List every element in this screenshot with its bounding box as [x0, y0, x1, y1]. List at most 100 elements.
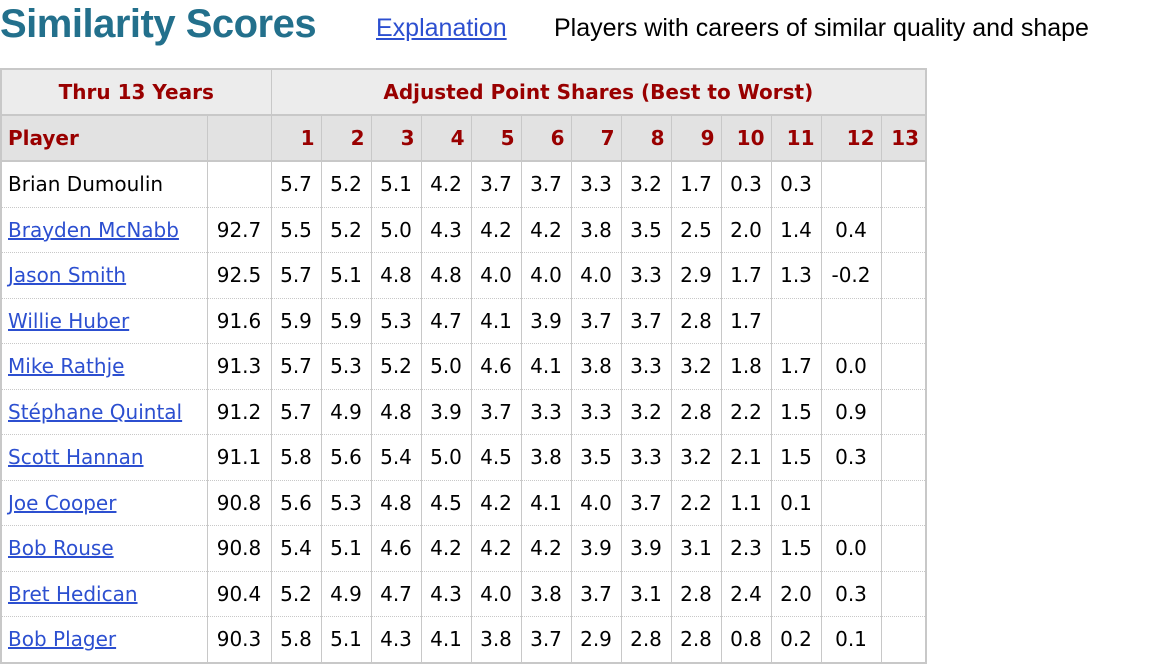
- player-cell: Joe Cooper: [0, 480, 208, 526]
- share-cell: 0.1: [820, 616, 882, 663]
- score-cell: 91.3: [206, 343, 272, 390]
- share-cell: 5.8: [270, 434, 322, 481]
- share-cell: 1.7: [670, 161, 722, 208]
- player-link[interactable]: Jason Smith: [8, 263, 127, 288]
- score-cell: [206, 161, 272, 208]
- column-header: 12: [820, 115, 882, 162]
- share-cell: 4.3: [420, 207, 472, 253]
- share-cell: 3.1: [620, 571, 672, 617]
- share-cell: 2.5: [670, 207, 722, 253]
- player-link[interactable]: Stéphane Quintal: [8, 399, 183, 424]
- column-header: 6: [520, 115, 572, 162]
- share-cell: [880, 480, 927, 526]
- share-cell: 3.7: [520, 161, 572, 208]
- share-cell: 3.1: [670, 525, 722, 572]
- share-cell: [880, 207, 927, 253]
- share-cell: 4.1: [520, 480, 572, 526]
- share-cell: 4.8: [420, 252, 472, 299]
- share-cell: 4.7: [370, 571, 422, 617]
- player-row: Bob Plager 90.3 5.8 5.1 4.3 4.1 3.8 3.7 2.9 2.8 2.…: [0, 616, 927, 663]
- player-link[interactable]: Mike Rathje: [8, 354, 125, 379]
- share-cell: 5.4: [370, 434, 422, 481]
- share-cell: 4.0: [570, 252, 622, 299]
- share-cell: 5.7: [270, 389, 322, 435]
- player-cell: Brian Dumoulin: [0, 161, 208, 208]
- player-link[interactable]: Bob Plager: [8, 627, 117, 652]
- share-cell: 3.3: [620, 434, 672, 481]
- share-cell: 4.0: [470, 252, 522, 299]
- share-cell: 5.2: [370, 343, 422, 390]
- section-description: Players with careers of similar quality …: [554, 14, 1089, 42]
- share-cell: 0.1: [770, 480, 822, 526]
- player-cell: Bob Rouse: [0, 525, 208, 572]
- score-cell: 91.2: [206, 389, 272, 435]
- share-cell: 1.7: [720, 252, 772, 299]
- group-header-row: Thru 13 Years Adjusted Point Shares (Bes…: [0, 69, 927, 116]
- player-link[interactable]: Joe Cooper: [8, 490, 117, 515]
- share-cell: [880, 434, 927, 481]
- player-cell: Stéphane Quintal: [0, 389, 208, 435]
- share-cell: 3.8: [470, 616, 522, 663]
- player-link[interactable]: Brayden McNabb: [8, 217, 179, 242]
- share-cell: 5.4: [270, 525, 322, 572]
- share-cell: 0.3: [770, 161, 822, 208]
- share-cell: 0.2: [770, 616, 822, 663]
- share-cell: 4.0: [470, 571, 522, 617]
- share-cell: 5.9: [270, 298, 322, 344]
- share-cell: 5.0: [420, 343, 472, 390]
- share-cell: 5.2: [270, 571, 322, 617]
- share-cell: 4.2: [420, 525, 472, 572]
- player-link[interactable]: Bret Hedican: [8, 581, 138, 606]
- share-cell: 5.3: [320, 480, 372, 526]
- column-header: 1: [270, 115, 322, 162]
- share-cell: 1.5: [770, 525, 822, 572]
- share-cell: 4.6: [370, 525, 422, 572]
- share-cell: 2.8: [670, 389, 722, 435]
- share-cell: 4.0: [520, 252, 572, 299]
- share-cell: 5.2: [320, 207, 372, 253]
- share-cell: 2.0: [720, 207, 772, 253]
- share-cell: 3.2: [620, 161, 672, 208]
- score-cell: 91.6: [206, 298, 272, 344]
- player-cell: Bob Plager: [0, 616, 208, 663]
- column-header: 13: [880, 115, 927, 162]
- share-cell: 1.7: [720, 298, 772, 344]
- player-row: Stéphane Quintal 91.2 5.7 4.9 4.8 3.9 3.7 3.3 3.…: [0, 389, 927, 435]
- share-cell: 0.9: [820, 389, 882, 435]
- column-header-row: Player 1 2 3 4 5 6 7 8 9 10 11 12 13: [0, 115, 927, 162]
- player-cell: Scott Hannan: [0, 434, 208, 481]
- score-cell: 92.5: [206, 252, 272, 299]
- column-header: 3: [370, 115, 422, 162]
- share-cell: 2.8: [670, 298, 722, 344]
- player-link[interactable]: Scott Hannan: [8, 445, 144, 470]
- player-link[interactable]: Bob Rouse: [8, 536, 114, 561]
- share-cell: 5.5: [270, 207, 322, 253]
- share-cell: [820, 480, 882, 526]
- explanation-link[interactable]: Explanation: [376, 14, 507, 42]
- share-cell: 5.0: [420, 434, 472, 481]
- share-cell: 3.8: [520, 571, 572, 617]
- share-cell: 2.8: [620, 616, 672, 663]
- share-cell: 5.6: [320, 434, 372, 481]
- share-cell: 4.6: [470, 343, 522, 390]
- player-row: Mike Rathje 91.3 5.7 5.3 5.2 5.0 4.6 4.1 3.8 3.3 3…: [0, 343, 927, 390]
- player-row: Jason Smith 92.5 5.7 5.1 4.8 4.8 4.0 4.0 4.0 3.3 2…: [0, 252, 927, 299]
- share-cell: 2.0: [770, 571, 822, 617]
- share-cell: 1.5: [770, 389, 822, 435]
- share-cell: 0.3: [820, 571, 882, 617]
- share-cell: [820, 161, 882, 208]
- share-cell: 3.3: [520, 389, 572, 435]
- share-cell: 3.5: [620, 207, 672, 253]
- column-header: 10: [720, 115, 772, 162]
- share-cell: 5.8: [270, 616, 322, 663]
- player-link[interactable]: Willie Huber: [8, 308, 130, 333]
- group-header: Adjusted Point Shares (Best to Worst): [270, 69, 927, 116]
- share-cell: 5.7: [270, 343, 322, 390]
- share-cell: 4.8: [370, 389, 422, 435]
- share-cell: 2.2: [720, 389, 772, 435]
- share-cell: 2.3: [720, 525, 772, 572]
- share-cell: 1.8: [720, 343, 772, 390]
- share-cell: 4.1: [470, 298, 522, 344]
- page-header: Similarity Scores Explanation Players wi…: [0, 0, 1152, 56]
